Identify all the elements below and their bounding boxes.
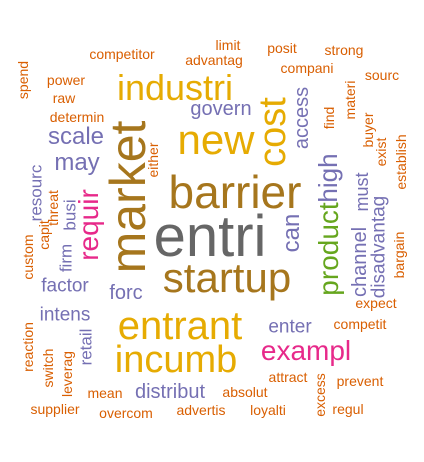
word-factor: factor [41, 275, 89, 297]
word-distribut: distribut [134, 381, 206, 403]
word-overcom: overcom [99, 405, 153, 421]
word-new: new [177, 116, 255, 163]
word-reaction: reaction [20, 322, 36, 372]
word-loyalti: loyalti [250, 402, 286, 418]
word-compani: compani [280, 60, 334, 76]
word-competitor: competitor [89, 46, 155, 62]
word-power: power [46, 72, 86, 88]
word-spend: spend [15, 60, 31, 100]
word-limit: limit [215, 37, 241, 53]
word-strong: strong [324, 42, 364, 58]
word-entrant: entrant [117, 304, 243, 348]
word-raw: raw [52, 90, 76, 106]
word-disadvantag: disadvantag [368, 195, 390, 299]
word-incumb: incumb [114, 339, 238, 381]
word-leverag: leverag [59, 351, 75, 397]
word-custom: custom [20, 234, 36, 280]
word-industri: industri [116, 67, 234, 108]
word-absolut: absolut [222, 384, 268, 400]
word-intens: intens [39, 304, 91, 326]
word-posit: posit [267, 40, 297, 56]
word-either: either [145, 142, 161, 178]
word-excess: excess [312, 373, 328, 417]
word-supplier: supplier [30, 401, 80, 417]
word-can: can [278, 213, 305, 253]
word-retail: retail [76, 328, 96, 366]
word-govern: govern [190, 98, 252, 120]
word-enter: enter [268, 316, 312, 338]
word-barrier: barrier [168, 166, 302, 218]
word-advertis: advertis [176, 402, 226, 418]
word-access: access [291, 86, 313, 150]
word-competit: competit [333, 316, 387, 332]
word-high: high [313, 153, 343, 203]
word-product: product [313, 202, 344, 296]
word-entri: entri [153, 204, 267, 269]
word-establish: establish [393, 134, 409, 190]
word-capit: capit [36, 220, 52, 250]
word-cost: cost [252, 97, 294, 167]
word-expect: expect [355, 295, 397, 311]
word-forc: forc [109, 282, 143, 304]
word-switch: switch [40, 348, 56, 388]
word-find: find [321, 106, 337, 130]
word-materi: materi [342, 80, 358, 120]
word-startup: startup [162, 254, 292, 301]
word-firm: firm [56, 243, 76, 273]
word-exampl: exampl [260, 335, 352, 366]
word-sourc: sourc [364, 67, 400, 83]
word-determin: determin [49, 109, 105, 125]
word-regul: regul [332, 401, 364, 417]
word-attract: attract [268, 369, 308, 385]
word-may: may [54, 149, 100, 176]
word-bargain: bargain [391, 231, 407, 279]
word-prevent: prevent [336, 373, 384, 389]
word-resourc: resourc [26, 164, 46, 222]
word-scale: scale [47, 123, 105, 150]
word-channel: channel [349, 226, 371, 298]
word-must: must [352, 172, 372, 212]
word-exist: exist [373, 137, 389, 167]
word-busi: busi [60, 199, 80, 231]
word-mean: mean [87, 385, 123, 401]
word-advantag: advantag [185, 52, 243, 68]
